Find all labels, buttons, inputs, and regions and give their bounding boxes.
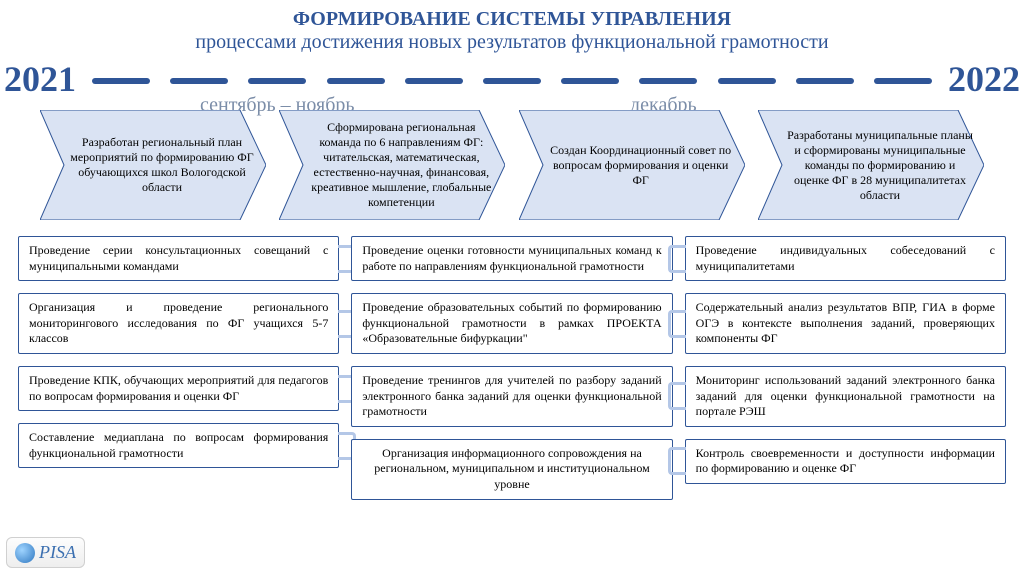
timeline: 2021 2022 сентябрь – ноябрь декабрь	[0, 56, 1024, 110]
chevron-2: Сформирована региональная команда по 6 н…	[279, 110, 505, 220]
column-right: Проведение индивидуальных собеседований …	[685, 236, 1006, 500]
timeline-dashes	[92, 78, 932, 84]
column-left: Проведение серии консультационных совеща…	[18, 236, 339, 500]
activity-box: Проведение тренингов для учителей по раз…	[351, 366, 672, 427]
activity-box: Проведение индивидуальных собеседований …	[685, 236, 1006, 281]
activity-box: Организация информационного сопровождени…	[351, 439, 672, 500]
pisa-logo: PISA	[6, 537, 85, 568]
timeline-dash	[92, 78, 150, 84]
chevron-4: Разработаны муниципальные планы и сформи…	[758, 110, 984, 220]
timeline-dash	[483, 78, 541, 84]
activity-box: Контроль своевременности и доступности и…	[685, 439, 1006, 484]
chevron-row: Разработан региональный план мероприятий…	[0, 110, 1024, 226]
title-line2: процессами достижения новых результатов …	[0, 31, 1024, 54]
activity-box: Проведение образовательных событий по фо…	[351, 293, 672, 354]
columns: Проведение серии консультационных совеща…	[0, 226, 1024, 500]
year-end: 2022	[948, 58, 1020, 100]
globe-icon	[15, 543, 35, 563]
column-middle: Проведение оценки готовности муниципальн…	[351, 236, 672, 500]
chevron-text: Создан Координационный совет по вопросам…	[547, 116, 735, 214]
chevron-text: Разработан региональный план мероприятий…	[68, 116, 256, 214]
chevron-text: Разработаны муниципальные планы и сформи…	[786, 116, 974, 214]
timeline-dash	[405, 78, 463, 84]
activity-box: Мониторинг использований заданий электро…	[685, 366, 1006, 427]
pisa-text: PISA	[39, 542, 76, 563]
timeline-dash	[327, 78, 385, 84]
activity-box: Организация и проведение регионального м…	[18, 293, 339, 354]
activity-box: Проведение оценки готовности муниципальн…	[351, 236, 672, 281]
timeline-dash	[796, 78, 854, 84]
timeline-dash	[874, 78, 932, 84]
chevron-text: Сформирована региональная команда по 6 н…	[307, 116, 495, 214]
timeline-dash	[248, 78, 306, 84]
activity-box: Содержательный анализ результатов ВПР, Г…	[685, 293, 1006, 354]
connector-left	[668, 310, 686, 338]
timeline-dash	[170, 78, 228, 84]
year-start: 2021	[4, 58, 76, 100]
activity-box: Составление медиаплана по вопросам форми…	[18, 423, 339, 468]
connector-left	[668, 382, 686, 410]
chevron-3: Создан Координационный совет по вопросам…	[519, 110, 745, 220]
connector-left	[668, 447, 686, 475]
timeline-dash	[561, 78, 619, 84]
chevron-1: Разработан региональный план мероприятий…	[40, 110, 266, 220]
title-block: ФОРМИРОВАНИЕ СИСТЕМЫ УПРАВЛЕНИЯ процесса…	[0, 0, 1024, 54]
connector-left	[668, 245, 686, 273]
activity-box: Проведение КПК, обучающих мероприятий дл…	[18, 366, 339, 411]
timeline-dash	[639, 78, 697, 84]
timeline-dash	[718, 78, 776, 84]
title-line1: ФОРМИРОВАНИЕ СИСТЕМЫ УПРАВЛЕНИЯ	[0, 8, 1024, 31]
activity-box: Проведение серии консультационных совеща…	[18, 236, 339, 281]
